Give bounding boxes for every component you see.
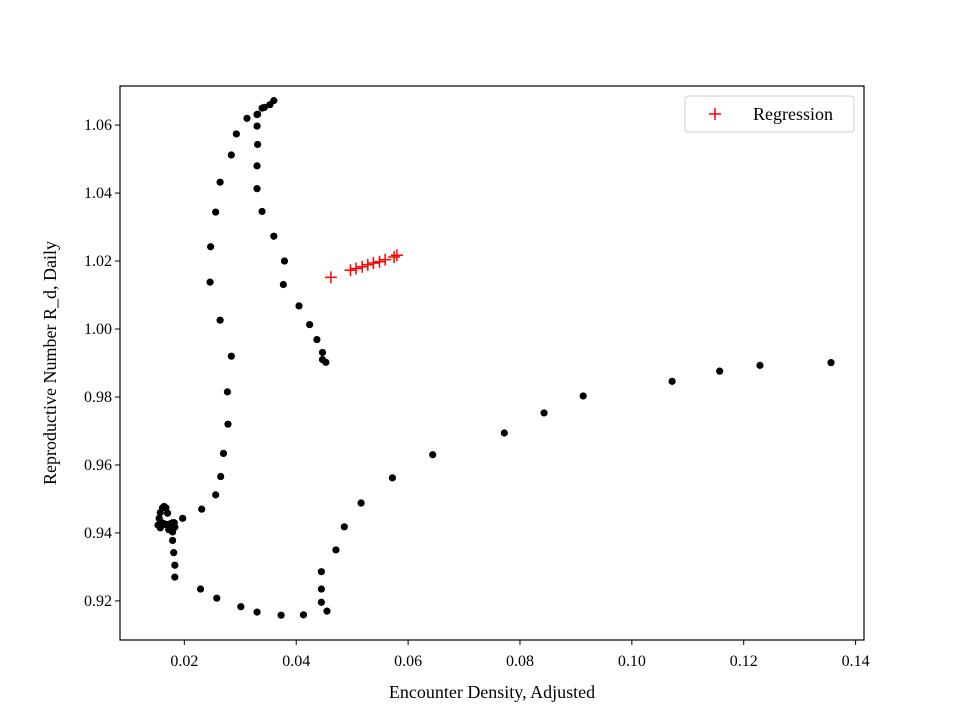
x-tick-label: 0.14 [842,653,870,670]
data-point [219,449,228,458]
data-point [217,472,225,481]
data-point [318,356,327,364]
x-tick-label: 0.10 [618,653,646,670]
plot-area-frame [119,85,865,641]
regression-point [356,260,369,273]
data-point [179,514,187,522]
y-tick-label: 1.00 [84,321,112,338]
data-point [168,536,177,545]
data-point [162,504,170,512]
data-point [253,162,261,170]
data-point [243,114,251,122]
data-point [756,361,764,369]
data-point [171,561,179,569]
regression-point [324,271,337,284]
regression-point [373,255,386,268]
y-tick-label: 0.96 [84,457,112,474]
regression-point [367,257,380,270]
y-axis-label: Reproductive Number R_d, Daily [40,241,60,485]
data-point [500,429,508,437]
data-point [317,568,325,576]
data-point [253,185,261,193]
data-point [323,607,331,615]
data-point [154,521,162,529]
data-point [227,151,235,159]
data-point [227,352,235,360]
data-point [216,178,224,186]
data-point [171,573,179,581]
data-point [155,514,163,522]
data-point [429,451,437,459]
regression-point [388,250,401,263]
data-point [213,594,221,602]
data-point [258,207,266,216]
data-point [313,335,321,344]
data-point [388,474,397,482]
y-tick-label: 1.02 [84,253,112,270]
data-point [224,420,232,428]
data-point [318,348,327,357]
data-point [223,388,232,396]
legend-box [684,95,855,133]
data-point [280,257,289,265]
data-point [253,122,261,130]
x-tick-label: 0.06 [394,653,422,670]
data-point [232,130,240,138]
x-axis-label: Encounter Density, Adjusted [389,682,595,702]
data-point [340,523,348,531]
y-tick-label: 0.94 [84,525,112,542]
data-point [279,280,287,289]
data-point [198,505,206,513]
data-point [212,491,220,499]
x-tick-label: 0.12 [730,653,758,670]
x-tick-label: 0.04 [282,653,310,670]
regression-point [379,253,392,266]
y-tick-label: 0.92 [84,593,112,610]
y-tick-label: 1.06 [84,117,112,134]
x-tick-label: 0.08 [506,653,534,670]
legend-label-regression: Regression [753,104,833,124]
y-tick-label: 1.04 [84,185,112,202]
data-point [540,409,548,417]
data-marks [154,97,835,619]
data-point [266,101,274,109]
data-point [295,302,303,310]
x-tick-label: 0.02 [170,653,198,670]
regression-point [350,262,363,275]
data-point [196,585,205,593]
data-point [253,110,261,119]
data-point [216,316,224,324]
regression-point [390,249,403,262]
data-point [317,585,325,593]
regression-point [344,264,357,277]
regression-point [361,258,374,271]
data-point [270,232,278,240]
legend-marker-regression [709,108,721,120]
data-point [299,611,308,619]
data-point [206,278,214,286]
data-point [579,392,587,400]
data-point [253,608,261,616]
data-point [170,549,178,557]
data-point [716,367,724,375]
data-point [237,603,245,611]
y-axis-ticks: 0.92 0.94 0.96 0.98 1.00 1.02 1.04 1.06 [84,117,120,610]
data-point [277,611,285,619]
data-point [317,598,325,606]
x-axis-ticks: 0.02 0.04 0.06 0.08 0.10 0.12 0.14 [170,640,870,670]
data-point [207,243,215,251]
data-point [827,359,835,367]
legend: Regression [684,95,855,133]
data-point [668,377,676,385]
data-point [254,140,262,149]
y-tick-label: 0.98 [84,389,112,406]
data-point [258,104,266,112]
data-point [163,509,172,517]
data-point [212,208,220,216]
data-point [306,320,314,329]
data-point [332,546,340,554]
data-point [357,499,365,507]
